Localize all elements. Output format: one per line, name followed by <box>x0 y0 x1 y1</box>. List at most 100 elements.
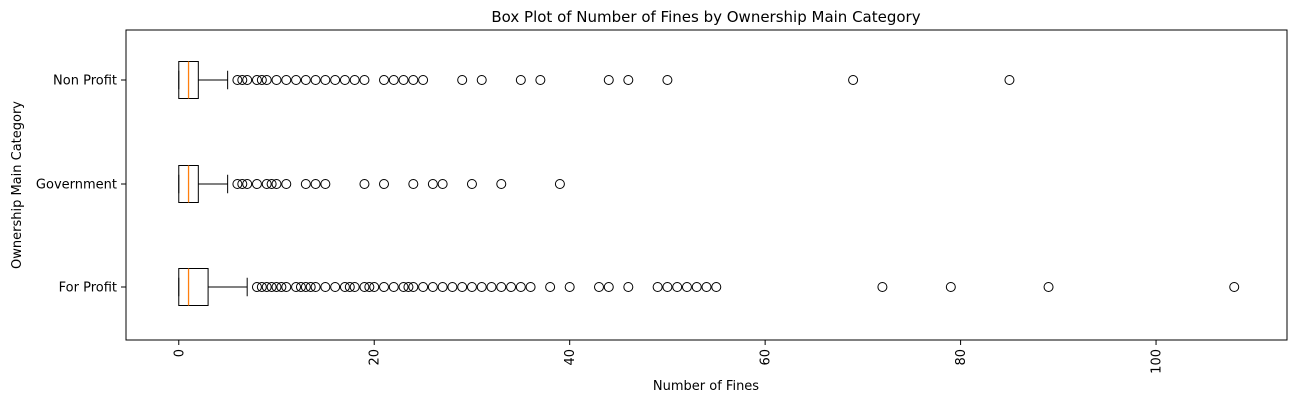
flier-point <box>1043 282 1054 292</box>
flier-point <box>237 75 248 85</box>
y-axis-label: Ownership Main Category <box>10 101 25 269</box>
flier-point <box>545 282 556 292</box>
flier-point <box>427 282 438 292</box>
flier-point <box>457 282 468 292</box>
flier-point <box>251 282 262 292</box>
flier-point <box>662 75 673 85</box>
chart-title: Box Plot of Number of Fines by Ownership… <box>491 8 920 26</box>
flier-point <box>276 282 287 292</box>
flier-point <box>261 282 272 292</box>
flier-point <box>1004 75 1015 85</box>
y-axis: For Profit Government Non Profit <box>36 74 126 296</box>
flier-point <box>662 282 673 292</box>
flier-point <box>256 282 267 292</box>
flier-point <box>310 179 321 189</box>
flier-point <box>403 282 414 292</box>
flier-point <box>515 282 526 292</box>
flier-point <box>691 282 702 292</box>
flier-point <box>496 179 507 189</box>
fliers-government <box>232 179 565 189</box>
flier-point <box>388 282 399 292</box>
flier-point <box>525 282 536 292</box>
flier-point <box>251 75 262 85</box>
flier-point <box>359 179 370 189</box>
flier-point <box>564 282 575 292</box>
box-group-non-profit <box>178 61 229 99</box>
flier-point <box>418 75 429 85</box>
flier-point <box>466 179 477 189</box>
flier-point <box>427 179 438 189</box>
flier-point <box>339 75 350 85</box>
flier-point <box>256 75 267 85</box>
flier-point <box>711 282 722 292</box>
flier-point <box>266 179 277 189</box>
flier-point <box>603 75 614 85</box>
flier-point <box>359 75 370 85</box>
flier-point <box>701 282 712 292</box>
flier-point <box>305 282 316 292</box>
flier-point <box>379 282 389 292</box>
flier-point <box>291 75 302 85</box>
flier-point <box>369 282 380 292</box>
x-tick-label: 100 <box>1150 349 1165 374</box>
flier-point <box>535 75 546 85</box>
flier-point <box>623 282 634 292</box>
fliers-for-profit <box>251 282 1240 292</box>
flier-point <box>266 282 277 292</box>
flier-point <box>237 179 248 189</box>
flier-point <box>672 282 683 292</box>
fliers-non-profit <box>232 75 1015 85</box>
box-group-for-profit <box>178 268 248 306</box>
flier-point <box>848 75 859 85</box>
flier-point <box>408 282 419 292</box>
flier-point <box>261 179 272 189</box>
flier-point <box>320 282 331 292</box>
flier-point <box>281 282 292 292</box>
flier-point <box>496 282 507 292</box>
flier-point <box>271 75 282 85</box>
flier-point <box>945 282 956 292</box>
flier-point <box>330 282 341 292</box>
flier-point <box>271 282 282 292</box>
flier-point <box>232 75 243 85</box>
flier-point <box>476 75 487 85</box>
flier-point <box>466 282 477 292</box>
flier-point <box>242 179 253 189</box>
flier-point <box>447 282 458 292</box>
flier-point <box>1229 282 1240 292</box>
flier-point <box>349 75 360 85</box>
flier-point <box>652 282 663 292</box>
x-tick-label: 0 <box>172 349 187 357</box>
flier-point <box>408 179 419 189</box>
x-tick-label: 60 <box>759 349 774 366</box>
flier-point <box>364 282 375 292</box>
flier-point <box>379 75 389 85</box>
flier-point <box>623 75 634 85</box>
flier-point <box>242 75 253 85</box>
flier-point <box>388 75 399 85</box>
flier-point <box>261 75 272 85</box>
flier-point <box>408 75 419 85</box>
flier-point <box>310 282 321 292</box>
box-iqr <box>178 268 209 306</box>
plot-area-frame <box>125 29 1288 341</box>
x-tick-label: 40 <box>563 349 578 366</box>
flier-point <box>437 179 448 189</box>
flier-point <box>291 282 302 292</box>
flier-point <box>603 282 614 292</box>
x-tick-label: 20 <box>368 349 383 366</box>
flier-point <box>344 282 355 292</box>
flier-point <box>281 75 292 85</box>
flier-point <box>398 75 409 85</box>
flier-point <box>594 282 604 292</box>
flier-point <box>300 179 311 189</box>
flier-point <box>320 75 331 85</box>
fliers-layer <box>232 75 1240 292</box>
boxes-layer <box>178 61 248 306</box>
flier-point <box>349 282 360 292</box>
flier-point <box>398 282 409 292</box>
flier-point <box>300 75 311 85</box>
y-tick-label: For Profit <box>59 281 117 296</box>
flier-point <box>486 282 497 292</box>
